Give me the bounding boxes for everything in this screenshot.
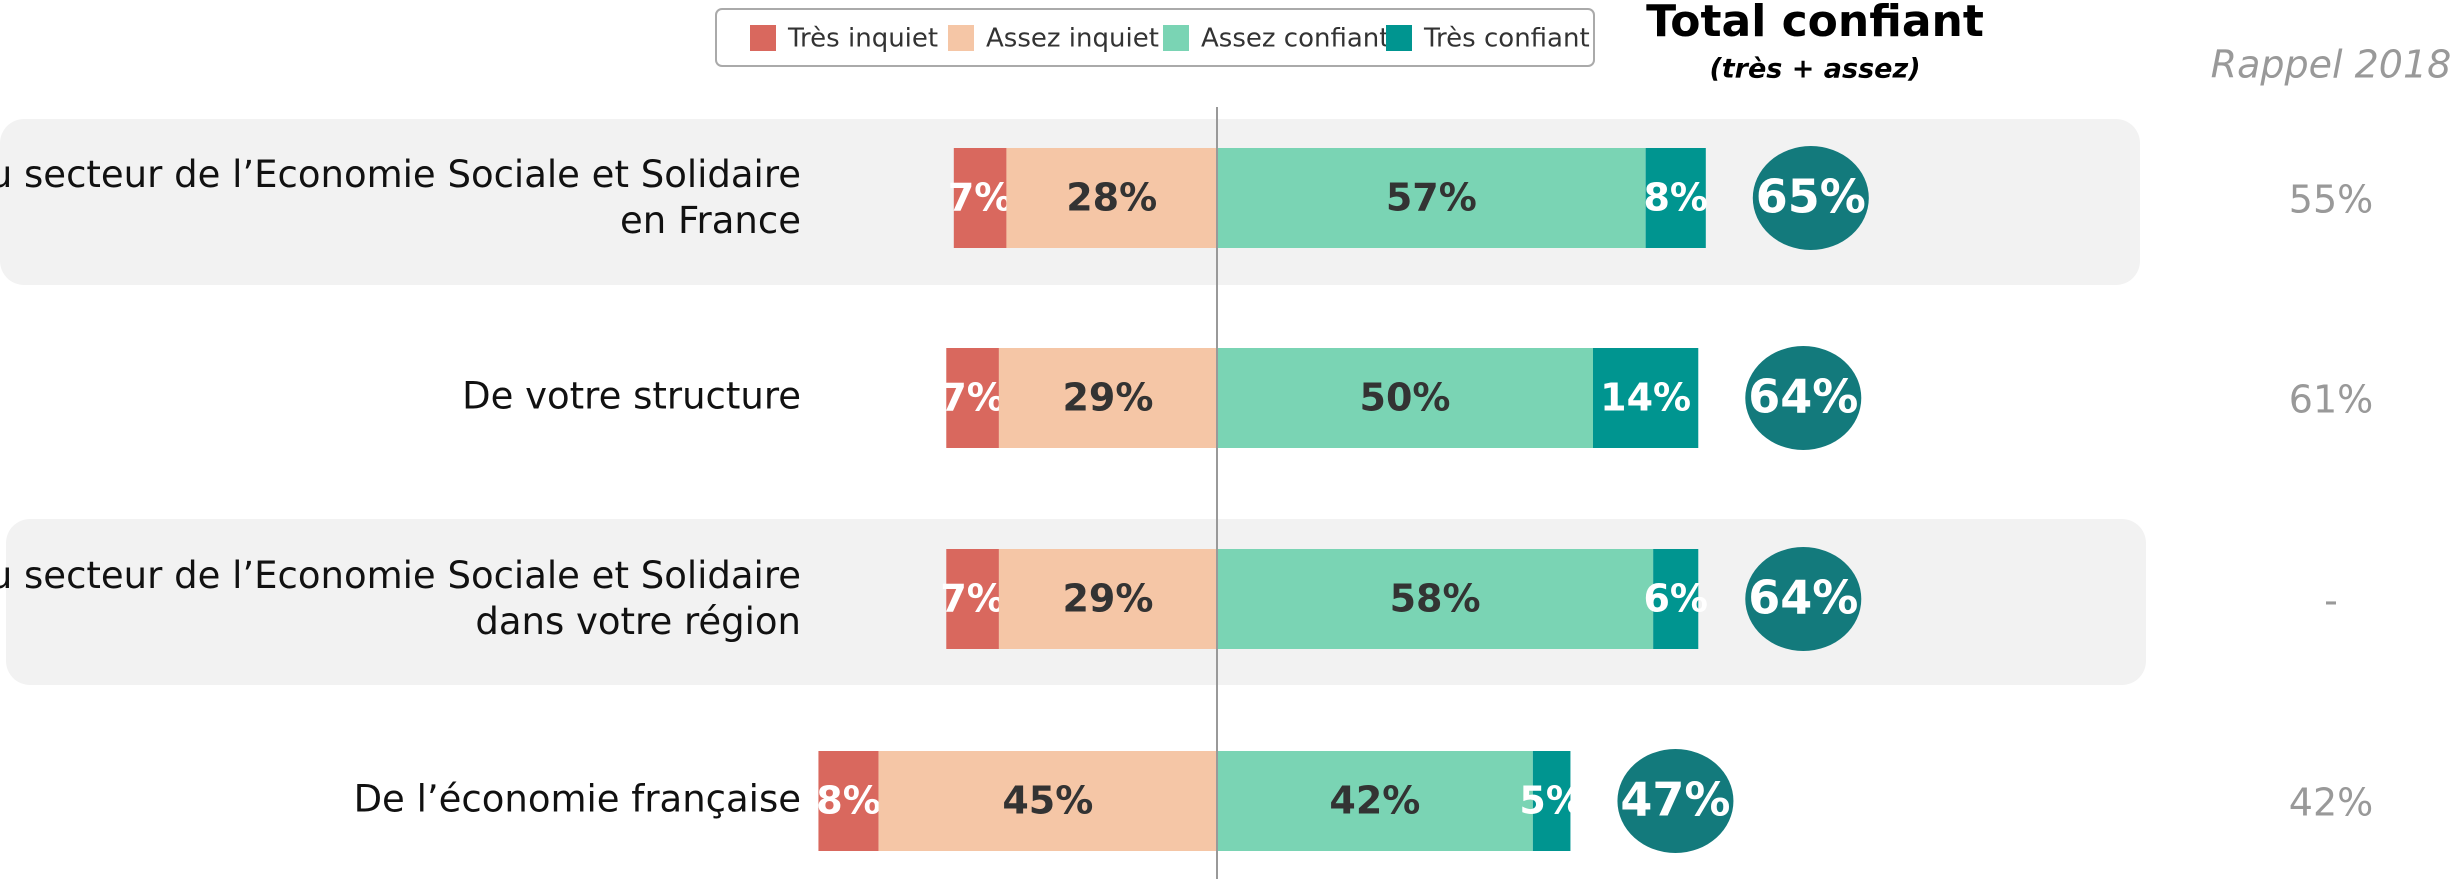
legend-label: Très inquiet bbox=[787, 24, 938, 54]
segment-label: 14% bbox=[1600, 376, 1691, 420]
segment-label: 5% bbox=[1519, 779, 1584, 823]
segment-label: 28% bbox=[1066, 176, 1157, 220]
legend-swatch bbox=[948, 25, 974, 51]
category-line: en France bbox=[620, 199, 801, 242]
category-label: De votre structure bbox=[462, 375, 801, 418]
total-badge bbox=[1617, 749, 1734, 853]
legend-label: Très confiant bbox=[1423, 24, 1590, 54]
bar-segment bbox=[953, 148, 1007, 248]
bar-segment bbox=[1532, 751, 1571, 851]
total-title: Total confiant bbox=[1646, 0, 1984, 47]
legend-swatch bbox=[750, 25, 776, 51]
rappel-label: 55% bbox=[2289, 178, 2373, 222]
bar-segment bbox=[818, 751, 879, 851]
segment-label: 50% bbox=[1360, 376, 1451, 420]
total-badge bbox=[1752, 146, 1869, 250]
segment-label: 29% bbox=[1062, 376, 1153, 420]
rappel-label: 42% bbox=[2289, 781, 2373, 825]
segment-label: 42% bbox=[1329, 779, 1420, 823]
segment-label: 7% bbox=[948, 176, 1013, 220]
legend-swatch bbox=[1163, 25, 1189, 51]
category-line: dans votre région bbox=[475, 600, 801, 643]
bar-segment bbox=[946, 549, 999, 649]
bar-segment bbox=[1653, 549, 1699, 649]
rappel-title: Rappel 2018 bbox=[2211, 43, 2452, 87]
total-label: 64% bbox=[1748, 370, 1858, 424]
segment-label: 29% bbox=[1062, 577, 1153, 621]
bar-segment bbox=[1593, 348, 1699, 448]
segment-label: 45% bbox=[1002, 779, 1093, 823]
segment-label: 8% bbox=[816, 779, 881, 823]
segment-label: 7% bbox=[940, 577, 1005, 621]
bar-segment bbox=[1217, 751, 1533, 851]
total-label: 64% bbox=[1748, 571, 1858, 625]
segment-label: 6% bbox=[1643, 577, 1708, 621]
segment-label: 58% bbox=[1390, 577, 1481, 621]
total-subtitle: (très + assez) bbox=[1709, 54, 1920, 85]
rappel-label: - bbox=[2324, 579, 2338, 623]
legend-label: Assez confiant bbox=[1201, 24, 1389, 54]
bar-segment bbox=[1217, 549, 1654, 649]
total-badge bbox=[1745, 346, 1862, 450]
category-label: De l’économie française bbox=[354, 778, 801, 821]
bar-segment bbox=[1217, 348, 1593, 448]
legend-box bbox=[715, 8, 1595, 67]
total-badge bbox=[1745, 547, 1862, 651]
bar-segment bbox=[998, 549, 1217, 649]
bar-segment bbox=[998, 348, 1217, 448]
total-label: 65% bbox=[1756, 170, 1866, 224]
bar-segment bbox=[1217, 148, 1646, 248]
segment-label: 8% bbox=[1643, 176, 1708, 220]
bar-segment bbox=[1006, 148, 1217, 248]
category-line: Du secteur de l’Economie Sociale et Soli… bbox=[0, 554, 801, 597]
bar-segment bbox=[878, 751, 1217, 851]
legend-swatch bbox=[1386, 25, 1412, 51]
rappel-label: 61% bbox=[2289, 378, 2373, 422]
total-label: 47% bbox=[1620, 773, 1730, 827]
segment-label: 7% bbox=[940, 376, 1005, 420]
category-label: Du secteur de l’Economie Sociale et Soli… bbox=[0, 153, 801, 242]
legend-label: Assez inquiet bbox=[986, 24, 1159, 54]
bar-segment bbox=[1645, 148, 1706, 248]
bar-segment bbox=[946, 348, 999, 448]
category-line: Du secteur de l’Economie Sociale et Soli… bbox=[0, 153, 801, 196]
category-label: Du secteur de l’Economie Sociale et Soli… bbox=[0, 554, 801, 643]
segment-label: 57% bbox=[1386, 176, 1477, 220]
